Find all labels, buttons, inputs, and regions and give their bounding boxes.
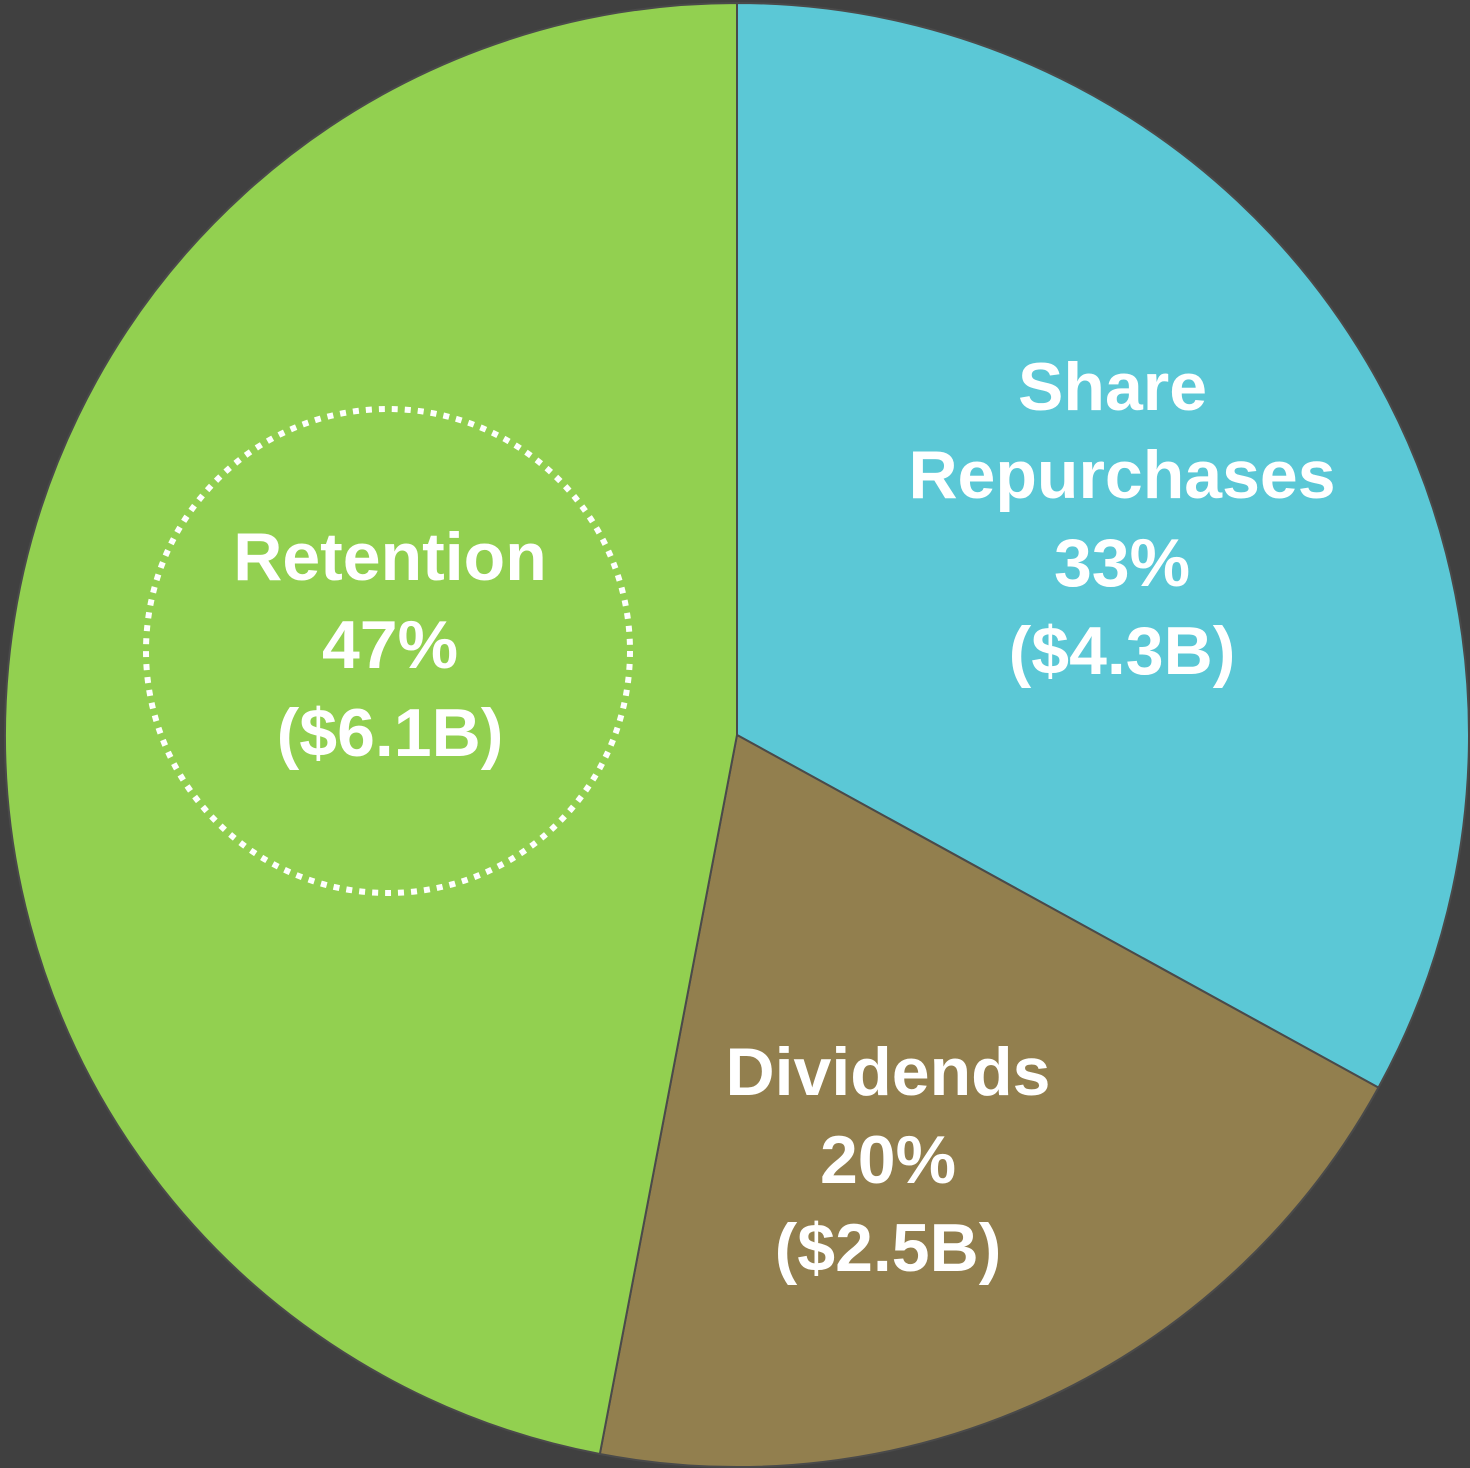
slice-name-line: Share [1018,349,1226,425]
slice-percent: 20% [820,1122,956,1198]
slices [4,1,1470,1468]
pie-slice [4,1,738,1456]
slice-name-line: Repurchases [908,437,1335,513]
highlight-ring [143,406,633,896]
slice-amount: ($4.3B) [1009,613,1236,689]
labels: Share Repurchases 33% ($4.3B) Dividends 20% (… [233,349,1335,1286]
slice-name: Retention [233,519,547,595]
slice-amount: ($2.5B) [775,1210,1002,1286]
slice-name-line: Dividends [726,1034,1051,1110]
slice-amount: ($6.1B) [277,695,504,771]
pie-slice [736,1,1470,1089]
slice-percent: 33% [1054,525,1190,601]
slice-name: Dividends [726,1034,1051,1110]
slice-name: Share Repurchases [908,349,1335,513]
pie-slice [598,733,1380,1468]
slice-percent: 47% [322,607,458,683]
slice-name-line: Retention [233,519,547,595]
